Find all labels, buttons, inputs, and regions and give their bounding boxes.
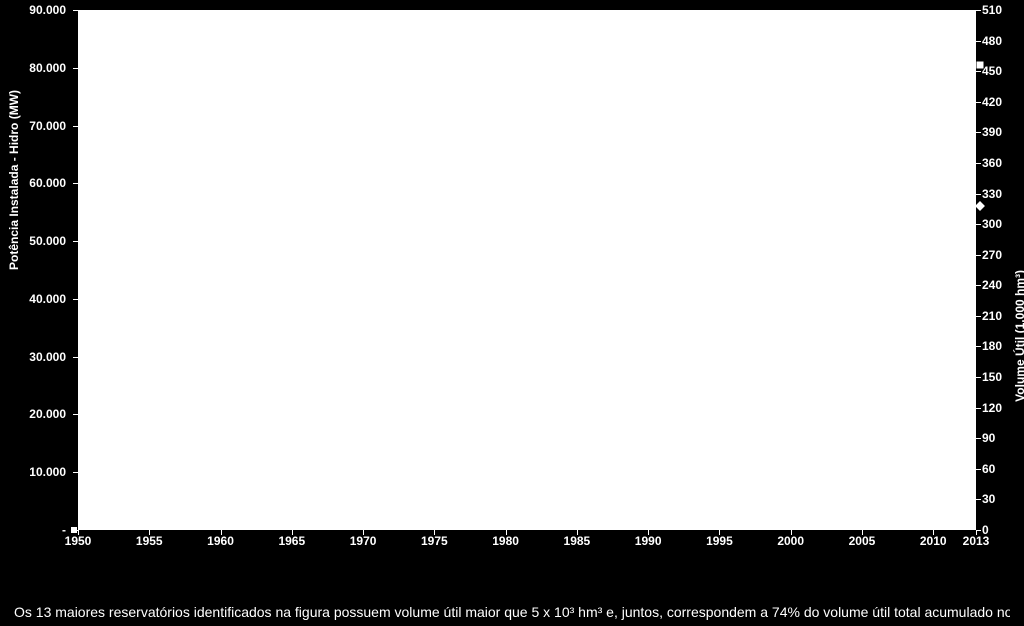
x-tick-label: 1955 bbox=[136, 534, 163, 548]
x-tick-label: 2000 bbox=[777, 534, 804, 548]
plot-area bbox=[78, 10, 976, 530]
x-tick-mark bbox=[933, 530, 934, 535]
y-right-tick-label: 210 bbox=[982, 309, 1002, 323]
y-left-tick-mark bbox=[73, 414, 78, 415]
x-tick-label: 1995 bbox=[706, 534, 733, 548]
y-right-tick-label: 120 bbox=[982, 401, 1002, 415]
y-right-tick-mark bbox=[976, 102, 981, 103]
y-left-axis-label: Potência Instalada - Hidro (MW) bbox=[7, 90, 21, 270]
chart-container: -10.00020.00030.00040.00050.00060.00070.… bbox=[0, 0, 1024, 580]
x-tick-label: 1950 bbox=[65, 534, 92, 548]
y-right-tick-label: 420 bbox=[982, 95, 1002, 109]
y-left-axis-ticks: -10.00020.00030.00040.00050.00060.00070.… bbox=[0, 10, 72, 530]
y-left-tick-label: 70.000 bbox=[29, 119, 66, 133]
x-tick-label: 1975 bbox=[421, 534, 448, 548]
y-right-axis-label: Volume Útil (1.000 hm³) bbox=[1013, 270, 1024, 402]
y-left-tick-mark bbox=[73, 241, 78, 242]
y-right-tick-mark bbox=[976, 499, 981, 500]
y-right-tick-label: 390 bbox=[982, 125, 1002, 139]
y-right-tick-label: 480 bbox=[982, 34, 1002, 48]
x-tick-label: 1960 bbox=[207, 534, 234, 548]
x-tick-mark bbox=[78, 530, 79, 535]
x-tick-label: 2005 bbox=[849, 534, 876, 548]
y-right-tick-label: 30 bbox=[982, 492, 995, 506]
y-right-tick-mark bbox=[976, 224, 981, 225]
y-right-tick-label: 360 bbox=[982, 156, 1002, 170]
x-axis-ticks: 1950195519601965197019751980198519901995… bbox=[78, 534, 976, 554]
y-left-tick-label: 30.000 bbox=[29, 350, 66, 364]
y-right-tick-label: 450 bbox=[982, 64, 1002, 78]
x-tick-mark bbox=[648, 530, 649, 535]
x-tick-label: 1965 bbox=[278, 534, 305, 548]
x-tick-mark bbox=[149, 530, 150, 535]
y-right-tick-label: 90 bbox=[982, 431, 995, 445]
y-left-tick-label: 90.000 bbox=[29, 3, 66, 17]
y-right-tick-label: 270 bbox=[982, 248, 1002, 262]
y-right-tick-label: 510 bbox=[982, 3, 1002, 17]
x-tick-mark bbox=[719, 530, 720, 535]
y-right-tick-mark bbox=[976, 469, 981, 470]
y-left-tick-label: 80.000 bbox=[29, 61, 66, 75]
y-left-tick-mark bbox=[73, 357, 78, 358]
y-right-tick-mark bbox=[976, 132, 981, 133]
x-tick-mark bbox=[506, 530, 507, 535]
x-tick-label: 2010 bbox=[920, 534, 947, 548]
y-right-tick-mark bbox=[976, 194, 981, 195]
series-start-marker bbox=[71, 527, 77, 533]
x-tick-mark bbox=[791, 530, 792, 535]
x-tick-label: 1980 bbox=[492, 534, 519, 548]
x-tick-label: 2013 bbox=[963, 534, 990, 548]
y-left-tick-mark bbox=[73, 299, 78, 300]
x-tick-mark bbox=[577, 530, 578, 535]
y-right-tick-mark bbox=[976, 346, 981, 347]
x-tick-mark bbox=[862, 530, 863, 535]
y-left-tick-mark bbox=[73, 68, 78, 69]
x-tick-label: 1985 bbox=[564, 534, 591, 548]
y-right-tick-mark bbox=[976, 163, 981, 164]
y-left-tick-mark bbox=[73, 10, 78, 11]
y-right-tick-mark bbox=[976, 71, 981, 72]
y-right-tick-mark bbox=[976, 438, 981, 439]
y-right-tick-mark bbox=[976, 285, 981, 286]
y-right-tick-label: 330 bbox=[982, 187, 1002, 201]
figure-caption: Os 13 maiores reservatórios identificado… bbox=[14, 604, 1010, 620]
y-left-tick-label: 60.000 bbox=[29, 176, 66, 190]
y-right-tick-mark bbox=[976, 408, 981, 409]
y-right-tick-mark bbox=[976, 377, 981, 378]
x-tick-mark bbox=[292, 530, 293, 535]
x-tick-mark bbox=[976, 530, 977, 535]
x-tick-mark bbox=[434, 530, 435, 535]
x-tick-mark bbox=[221, 530, 222, 535]
y-right-tick-mark bbox=[976, 255, 981, 256]
y-right-tick-label: 240 bbox=[982, 278, 1002, 292]
x-tick-label: 1970 bbox=[350, 534, 377, 548]
y-right-tick-mark bbox=[976, 316, 981, 317]
y-left-tick-mark bbox=[73, 183, 78, 184]
x-tick-label: 1990 bbox=[635, 534, 662, 548]
y-left-tick-label: 40.000 bbox=[29, 292, 66, 306]
x-tick-mark bbox=[363, 530, 364, 535]
y-left-tick-mark bbox=[73, 472, 78, 473]
y-left-tick-mark bbox=[73, 126, 78, 127]
y-right-tick-label: 180 bbox=[982, 339, 1002, 353]
y-left-tick-label: 10.000 bbox=[29, 465, 66, 479]
y-left-tick-label: 20.000 bbox=[29, 407, 66, 421]
y-right-tick-mark bbox=[976, 41, 981, 42]
y-right-tick-label: 150 bbox=[982, 370, 1002, 384]
series-left-end-marker bbox=[977, 61, 984, 68]
y-left-tick-label: 50.000 bbox=[29, 234, 66, 248]
y-right-tick-label: 300 bbox=[982, 217, 1002, 231]
y-right-tick-mark bbox=[976, 10, 981, 11]
y-right-tick-label: 60 bbox=[982, 462, 995, 476]
